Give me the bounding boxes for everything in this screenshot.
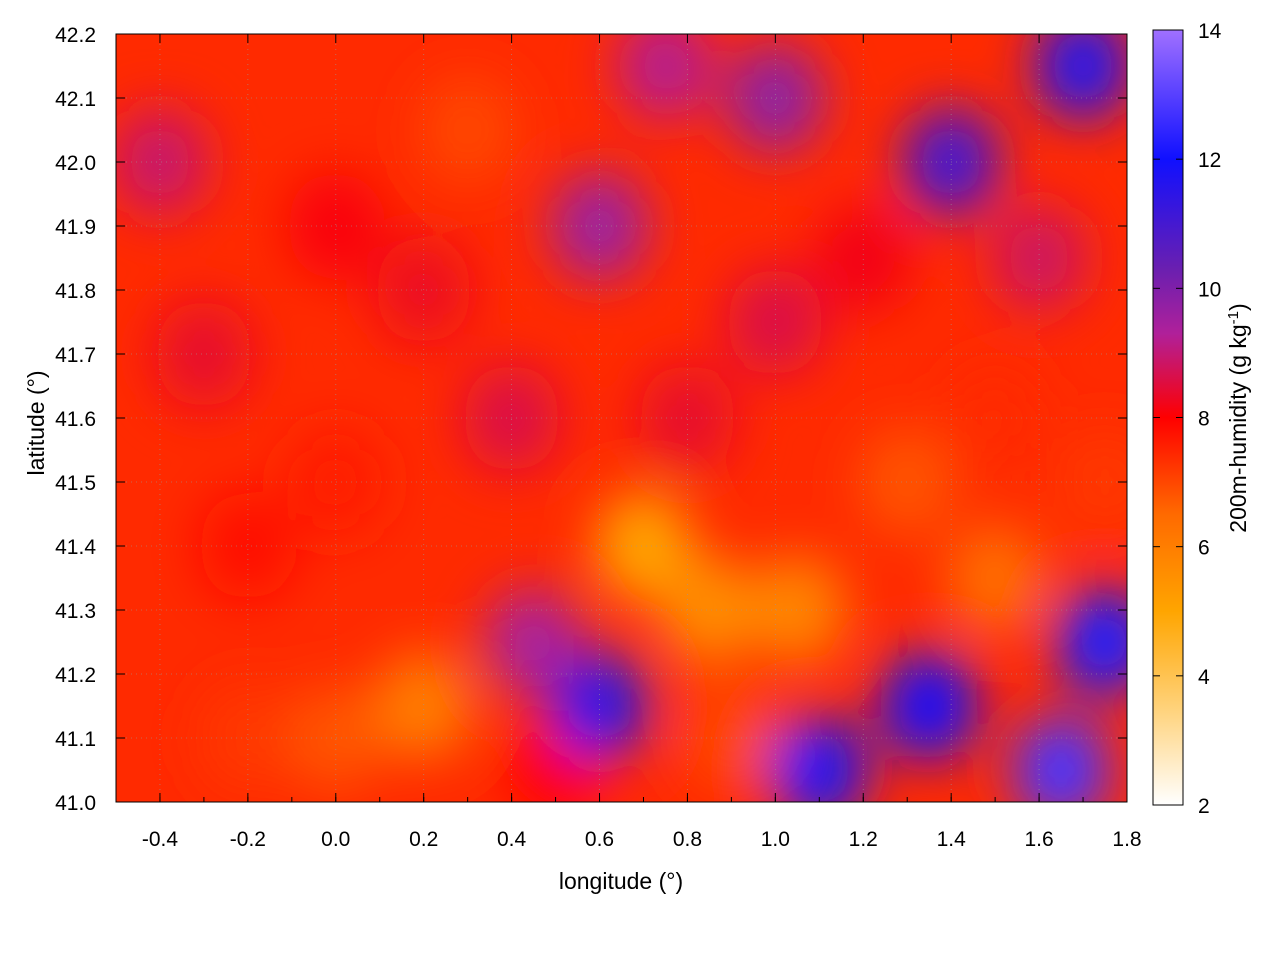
colorbar-tick-label: 10 bbox=[1198, 278, 1221, 301]
x-tick-label: 1.2 bbox=[849, 828, 878, 851]
humidity-sample bbox=[726, 43, 824, 153]
humidity-sample bbox=[1012, 715, 1110, 802]
x-axis-title: longitude (°) bbox=[559, 868, 683, 894]
x-tick-label: 1.6 bbox=[1024, 828, 1053, 851]
x-tick-label: -0.4 bbox=[142, 828, 179, 851]
y-tick-label: 41.9 bbox=[55, 216, 96, 239]
humidity-sample bbox=[880, 651, 978, 761]
humidity-field bbox=[116, 34, 1127, 802]
x-tick-label: 1.8 bbox=[1112, 828, 1141, 851]
x-tick-label: 0.8 bbox=[673, 828, 702, 851]
y-tick-label: 41.7 bbox=[55, 344, 96, 367]
y-tick-label: 42.2 bbox=[55, 24, 96, 47]
y-tick-label: 41.1 bbox=[55, 728, 96, 751]
humidity-sample bbox=[287, 171, 385, 281]
humidity-sample bbox=[419, 75, 517, 185]
x-tick-label: 0.6 bbox=[585, 828, 614, 851]
colorbar-ticks: 2 4 6 8 10 12 14 bbox=[1153, 20, 1222, 818]
humidity-sample bbox=[748, 555, 846, 665]
humidity-sample bbox=[990, 203, 1088, 313]
colorbar-title-main: 200m-humidity (g kg bbox=[1225, 324, 1251, 532]
humidity-sample bbox=[551, 171, 648, 281]
x-tick-label: 0.4 bbox=[497, 828, 527, 851]
y-tick-label: 41.5 bbox=[55, 472, 96, 495]
colorbar-tick-label: 12 bbox=[1198, 149, 1221, 172]
humidity-sample bbox=[375, 651, 473, 761]
humidity-sample bbox=[946, 523, 1044, 633]
humidity-sample bbox=[116, 107, 209, 217]
humidity-sample bbox=[661, 555, 758, 665]
humidity-sample bbox=[595, 491, 692, 601]
humidity-sample bbox=[770, 715, 868, 802]
colorbar-tick-label: 4 bbox=[1198, 666, 1210, 689]
colorbar-tick-label: 6 bbox=[1198, 537, 1210, 560]
y-axis-title: latitude (°) bbox=[23, 370, 49, 475]
y-tick-label: 42.1 bbox=[55, 88, 96, 111]
x-tick-label: 0.2 bbox=[409, 828, 438, 851]
x-axis-ticks: -0.4 -0.2 0.0 0.2 0.4 0.6 0.8 1.0 1.2 1.4 1.6 1.8 bbox=[115, 34, 1142, 851]
x-tick-label: 0.0 bbox=[321, 828, 350, 851]
humidity-sample bbox=[199, 491, 297, 601]
humidity-sample bbox=[1034, 34, 1127, 121]
y-axis-ticks: 41.0 41.1 41.2 41.3 41.4 41.5 41.6 41.7 41.8 41.9… bbox=[55, 24, 1127, 815]
colorbar-tick-label: 8 bbox=[1198, 408, 1210, 431]
colorbar-title: 200m-humidity (g kg-1) bbox=[1225, 303, 1252, 532]
humidity-sample bbox=[551, 651, 648, 761]
humidity-sample bbox=[287, 427, 385, 537]
colorbar: 2 4 6 8 10 12 14 bbox=[1152, 20, 1222, 818]
colorbar-tick-label: 2 bbox=[1198, 795, 1210, 818]
y-tick-label: 41.4 bbox=[55, 536, 96, 559]
y-tick-label: 41.2 bbox=[55, 664, 96, 687]
y-tick-label: 42.0 bbox=[55, 152, 96, 175]
colorbar-title-superscript: -1 bbox=[1225, 311, 1242, 324]
humidity-sample bbox=[639, 363, 736, 473]
humidity-sample bbox=[814, 203, 912, 313]
grid-lines bbox=[116, 34, 1127, 802]
humidity-sample bbox=[617, 34, 714, 121]
humidity-sample bbox=[1056, 587, 1127, 697]
colorbar-title-close: ) bbox=[1225, 303, 1251, 311]
humidity-sample bbox=[155, 299, 253, 409]
humidity-sample bbox=[199, 683, 297, 793]
x-tick-label: -0.2 bbox=[230, 828, 266, 851]
plot-area: -0.4 -0.2 0.0 0.2 0.4 0.6 0.8 1.0 1.2 1.4 1.6 1.8 4… bbox=[55, 24, 1142, 851]
colorbar-tick-label: 14 bbox=[1198, 20, 1222, 43]
y-tick-label: 41.8 bbox=[55, 280, 96, 303]
y-tick-label: 41.6 bbox=[55, 408, 96, 431]
humidity-sample bbox=[858, 427, 956, 537]
y-tick-label: 41.0 bbox=[55, 792, 96, 815]
y-tick-label: 41.3 bbox=[55, 600, 96, 623]
humidity-sample bbox=[485, 587, 582, 697]
humidity-sample bbox=[946, 363, 1044, 473]
x-tick-label: 1.0 bbox=[761, 828, 790, 851]
humidity-sample bbox=[726, 267, 824, 377]
x-tick-label: 1.4 bbox=[937, 828, 967, 851]
humidity-sample bbox=[287, 683, 385, 793]
